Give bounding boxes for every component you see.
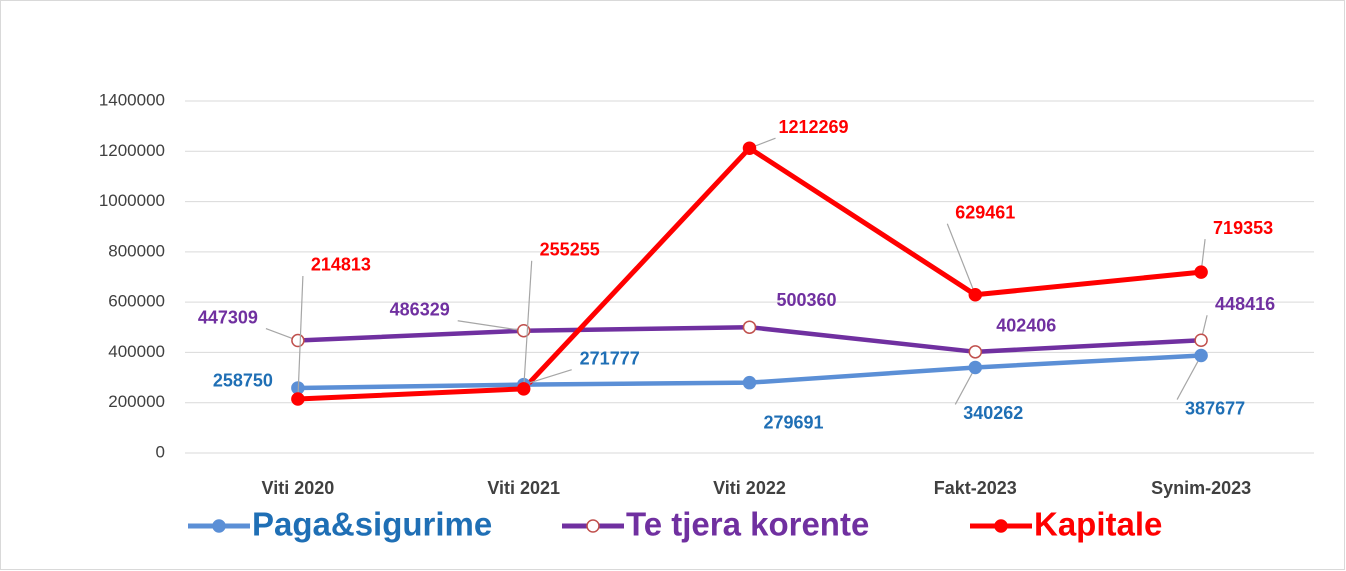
legend-label: Te tjera korente xyxy=(626,506,869,543)
y-tick-label: 1200000 xyxy=(99,141,165,160)
data-label: 214813 xyxy=(311,255,371,275)
marker xyxy=(742,320,757,334)
y-tick-label: 1000000 xyxy=(99,191,165,210)
y-tick-label: 0 xyxy=(156,442,165,461)
marker xyxy=(1194,333,1208,348)
legend-marker xyxy=(994,519,1008,533)
data-label: 500360 xyxy=(776,290,836,310)
marker xyxy=(291,392,305,406)
marker xyxy=(742,375,757,390)
legend-marker xyxy=(586,519,600,533)
x-tick-label: Synim-2023 xyxy=(1151,478,1251,498)
leader-line xyxy=(954,367,976,405)
marker xyxy=(516,382,531,396)
legend-marker xyxy=(212,519,226,533)
data-label: 719353 xyxy=(1213,218,1273,238)
x-tick-label: Fakt-2023 xyxy=(934,478,1017,498)
legend-label: Kapitale xyxy=(1034,506,1162,543)
data-label: 258750 xyxy=(213,371,273,391)
x-tick-label: Viti 2021 xyxy=(487,478,560,498)
y-tick-label: 600000 xyxy=(108,292,165,311)
marker xyxy=(968,345,983,359)
marker xyxy=(968,287,983,302)
marker xyxy=(742,141,757,155)
leader-line xyxy=(457,320,524,332)
data-label: 255255 xyxy=(540,240,600,260)
marker xyxy=(968,360,983,375)
marker xyxy=(1194,348,1208,363)
data-label: 387677 xyxy=(1185,398,1245,418)
data-label: 629461 xyxy=(955,202,1015,222)
data-label: 448416 xyxy=(1215,294,1275,314)
data-label: 271777 xyxy=(580,348,640,368)
leader-line xyxy=(297,275,304,400)
data-label: 486329 xyxy=(390,299,450,319)
data-label: 447309 xyxy=(198,307,258,327)
marker xyxy=(1194,265,1208,279)
y-tick-label: 400000 xyxy=(108,342,165,361)
leader-line xyxy=(1176,355,1202,400)
marker xyxy=(291,333,305,348)
x-tick-label: Viti 2022 xyxy=(713,478,786,498)
leader-line xyxy=(946,223,976,295)
y-tick-label: 200000 xyxy=(108,392,165,411)
leader-line xyxy=(523,260,533,389)
data-label: 340262 xyxy=(963,403,1023,423)
data-label: 402406 xyxy=(996,316,1056,336)
data-label: 1212269 xyxy=(778,117,848,137)
leader-line xyxy=(523,369,572,386)
x-tick-label: Viti 2020 xyxy=(262,478,335,498)
y-tick-label: 1400000 xyxy=(99,90,165,109)
legend-label: Paga&sigurime xyxy=(252,506,492,543)
y-tick-label: 800000 xyxy=(108,241,165,260)
data-label: 279691 xyxy=(763,412,823,432)
